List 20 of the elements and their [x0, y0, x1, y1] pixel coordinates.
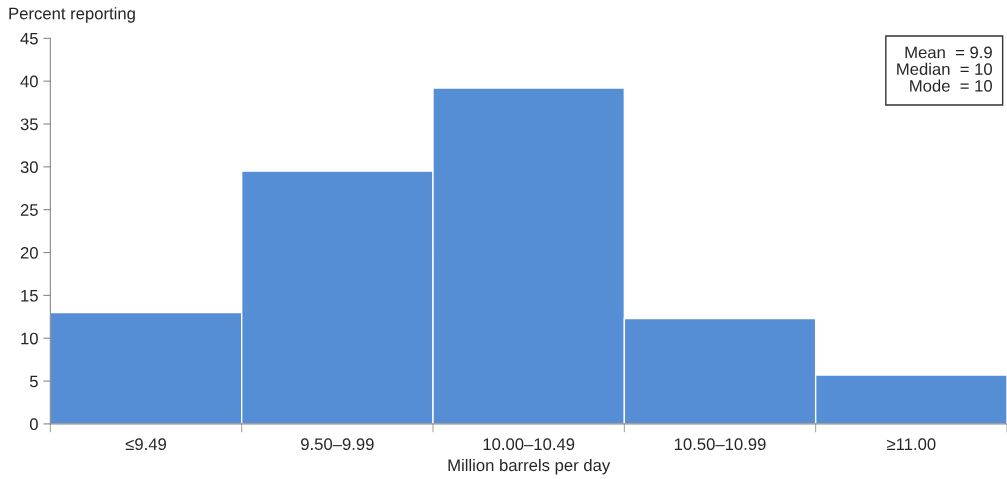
x-tick-label: 9.50–9.99	[301, 438, 374, 451]
x-tick-label: 10.00–10.49	[483, 438, 575, 451]
y-tick-label: 15	[21, 289, 38, 302]
y-tick-label: 0	[29, 418, 38, 431]
x-axis-title: Million barrels per day	[448, 458, 611, 475]
x-tick-label: ≥11.00	[887, 438, 936, 451]
annotation: Median = 10	[897, 62, 992, 76]
annotation: Mode = 10	[910, 79, 992, 92]
y-tick-label: 30	[20, 161, 38, 174]
y-tick-label: 40	[20, 75, 38, 88]
y-tick-label: 45	[20, 32, 38, 45]
y-tick-label: 10	[21, 332, 38, 345]
x-tick-label: ≤9.49	[125, 438, 167, 451]
y-tick-label: 20	[20, 246, 38, 259]
y-tick-label: 25	[20, 204, 38, 216]
y-tick-label: 5	[29, 375, 38, 388]
y-tick-label: 35	[20, 118, 38, 131]
annotation: Mean = 9.9	[905, 46, 992, 59]
y-axis-title: Percent reporting	[9, 7, 135, 23]
x-tick-label: 10.50–10.99	[674, 438, 766, 451]
